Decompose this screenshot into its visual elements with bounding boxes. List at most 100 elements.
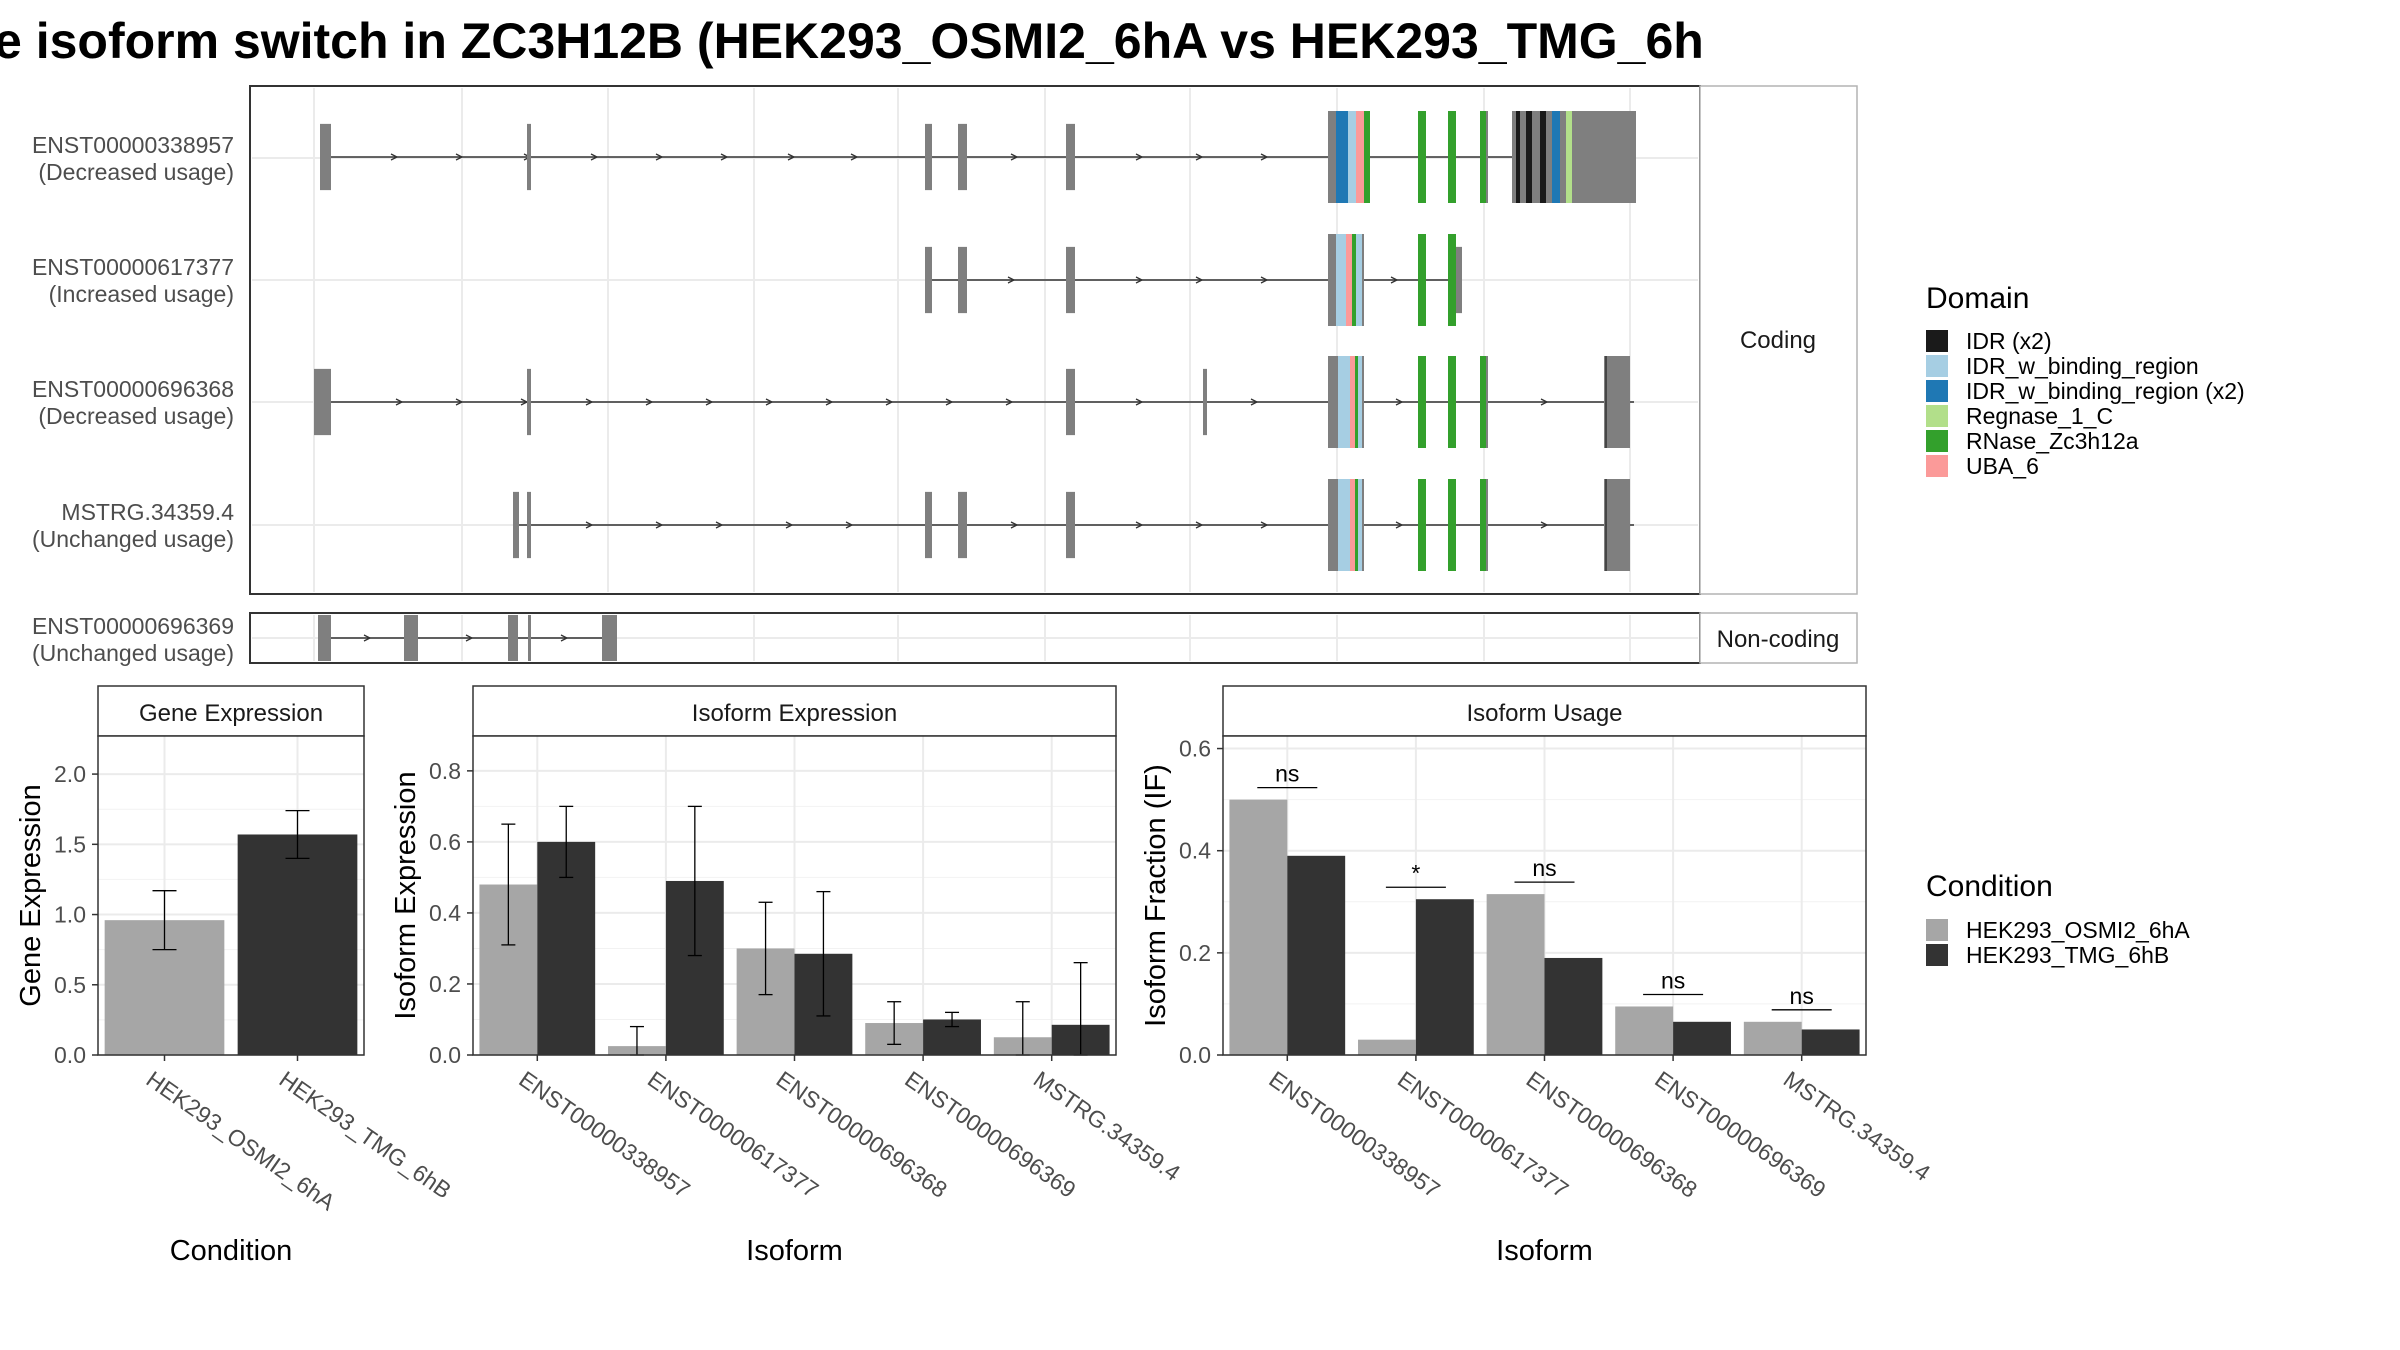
domain-segment	[1355, 479, 1358, 571]
bar	[1229, 799, 1288, 1055]
direction-arrow	[1395, 521, 1404, 529]
y-tick-label: 0.2	[429, 971, 461, 997]
direction-arrow	[1195, 521, 1204, 529]
coding-strip-label: Coding	[1740, 327, 1816, 354]
exon	[1328, 111, 1337, 203]
direction-arrow	[655, 521, 664, 529]
y-tick-label: 0.6	[429, 829, 461, 855]
domain-segment	[1348, 111, 1356, 203]
bar	[1287, 855, 1346, 1055]
direction-arrow	[1395, 398, 1404, 406]
domain-legend-title: Domain	[1926, 282, 2029, 315]
domain-legend-label: IDR_w_binding_region	[1966, 353, 2199, 379]
exon	[1066, 491, 1075, 559]
exon	[925, 123, 932, 191]
x-axis-title: Isoform	[746, 1235, 843, 1267]
domain-segment	[1336, 234, 1346, 326]
transcript-structures	[314, 111, 1636, 661]
direction-arrow	[1195, 276, 1204, 284]
transcript-label-3-id: ENST00000696368	[32, 376, 234, 402]
transcript-label-3-usage: (Decreased usage)	[38, 403, 234, 429]
exon	[1604, 356, 1630, 448]
transcript-label-4-usage: (Unchanged usage)	[32, 526, 234, 552]
bar	[1544, 957, 1603, 1055]
domain-legend-label: UBA_6	[1966, 453, 2039, 479]
transcript-label-5-usage: (Unchanged usage)	[32, 640, 234, 666]
y-tick-label: 0.2	[1179, 940, 1211, 966]
direction-arrow	[590, 153, 599, 161]
direction-arrow	[390, 153, 399, 161]
domain-segment	[1356, 111, 1364, 203]
direction-arrow	[585, 521, 594, 529]
domain-segment	[1350, 356, 1355, 448]
y-axis-title: Isoform Fraction (IF)	[1140, 764, 1172, 1027]
direction-arrow	[845, 521, 854, 529]
domain-segment	[1448, 111, 1456, 203]
y-tick-label: 0.5	[54, 972, 86, 998]
domain-legend-swatch	[1926, 430, 1948, 452]
domain-legend-swatch	[1926, 405, 1948, 427]
exon	[1066, 368, 1075, 436]
direction-arrow	[1135, 276, 1144, 284]
y-tick-label: 0.0	[54, 1042, 86, 1068]
domain-legend-swatch	[1926, 455, 1948, 477]
exon	[925, 246, 932, 314]
direction-arrow	[1135, 398, 1144, 406]
exon	[513, 491, 519, 559]
direction-arrow	[720, 153, 729, 161]
exon	[958, 123, 967, 191]
x-axis-title: Isoform	[1496, 1235, 1593, 1267]
direction-arrow	[1135, 521, 1144, 529]
panel-title: Isoform Expression	[692, 700, 897, 727]
domain-segment	[1338, 479, 1350, 571]
domain-segment	[1418, 479, 1426, 571]
significance-label: ns	[1790, 983, 1814, 1009]
bar	[1615, 1006, 1674, 1055]
direction-arrow	[1010, 153, 1019, 161]
condition-legend-label: HEK293_OSMI2_6hA	[1966, 917, 2190, 943]
domain-segment	[1346, 234, 1352, 326]
exon	[1066, 246, 1075, 314]
transcript-label-2-id: ENST00000617377	[32, 254, 234, 280]
condition-legend-swatch	[1926, 919, 1948, 941]
domain-legend-swatch	[1926, 355, 1948, 377]
direction-arrow	[395, 398, 404, 406]
direction-arrow	[1260, 521, 1269, 529]
direction-arrow	[1540, 398, 1549, 406]
exon	[314, 368, 331, 436]
direction-arrow	[465, 634, 474, 642]
direction-arrow	[363, 634, 372, 642]
transcript-label-5-id: ENST00000696369	[32, 613, 234, 639]
coding-strip	[1699, 85, 1858, 595]
domain-legend-label: RNase_Zc3h12a	[1966, 428, 2139, 454]
panel-title: Isoform Usage	[1466, 700, 1622, 727]
bar	[1801, 1029, 1860, 1055]
transcript-label-4-id: MSTRG.34359.4	[61, 499, 234, 525]
noncoding-strip-label: Non-coding	[1717, 626, 1840, 653]
domain-legend-label: Regnase_1_C	[1966, 403, 2113, 429]
exon	[527, 368, 531, 436]
bar-charts: Gene Expression0.00.51.01.52.0HEK293_OSM…	[15, 685, 1935, 1267]
exon	[1604, 479, 1630, 571]
bar	[1486, 894, 1545, 1055]
direction-arrow	[715, 521, 724, 529]
exon	[925, 491, 932, 559]
direction-arrow	[1390, 276, 1399, 284]
y-tick-label: 1.0	[54, 902, 86, 928]
direction-arrow	[787, 153, 796, 161]
domain-legend-swatch	[1926, 380, 1948, 402]
bar	[237, 834, 358, 1055]
coding-panel	[249, 85, 1701, 595]
y-tick-label: 0.8	[429, 758, 461, 784]
bar	[1358, 1039, 1416, 1055]
domain-segment	[1336, 111, 1348, 203]
exon	[404, 615, 418, 661]
exon	[1580, 111, 1636, 203]
domain-segment	[1516, 111, 1520, 203]
exon	[1203, 368, 1207, 436]
exon	[602, 615, 617, 661]
domain-segment	[1418, 111, 1426, 203]
x-axis-title: Condition	[170, 1235, 293, 1267]
condition-legend-swatch	[1926, 944, 1948, 966]
